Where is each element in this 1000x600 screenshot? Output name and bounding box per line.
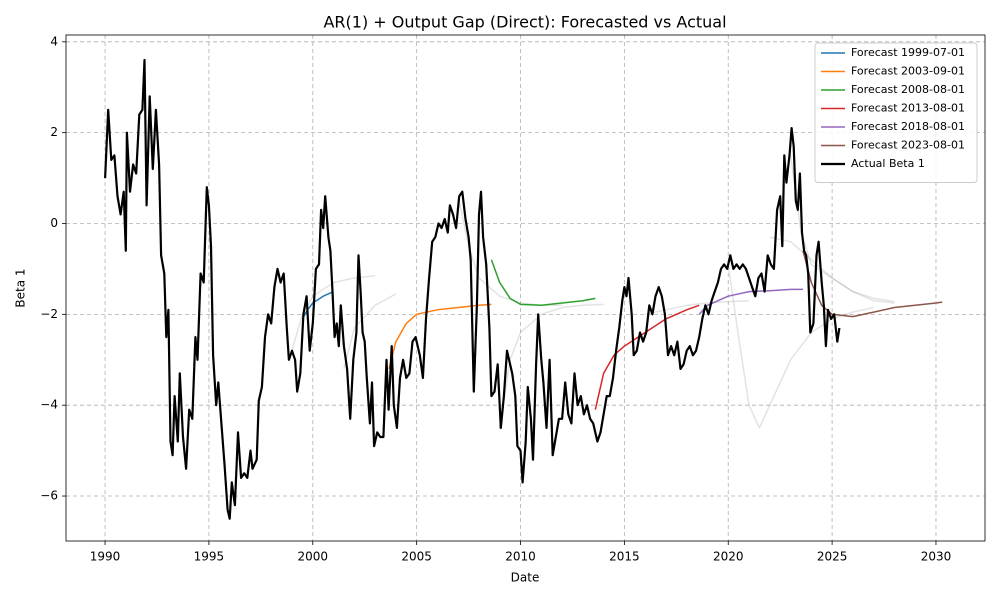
y-tick-label: 2: [50, 125, 58, 139]
y-tick-label: 0: [50, 216, 58, 230]
x-tick-label: 1990: [90, 550, 121, 564]
legend-label: Forecast 2018-08-01: [851, 120, 965, 133]
legend-label: Actual Beta 1: [851, 157, 925, 170]
x-tick-label: 2000: [298, 550, 329, 564]
x-axis-label: Date: [511, 571, 540, 585]
y-tick-label: −6: [40, 489, 58, 503]
chart-title: AR(1) + Output Gap (Direct): Forecasted …: [323, 13, 726, 32]
legend-label: Forecast 2013-08-01: [851, 102, 965, 115]
series-line: [769, 236, 895, 303]
plot-frame: [65, 34, 986, 542]
y-axis-label: Beta 1: [14, 268, 28, 307]
x-tick-label: 1995: [194, 550, 225, 564]
series-line: [343, 293, 397, 370]
series-line: [802, 250, 943, 318]
series-line: [645, 299, 750, 316]
x-tick-label: 2020: [713, 550, 744, 564]
legend-box: [814, 42, 978, 183]
x-tick-label: 2025: [817, 550, 848, 564]
legend-label: Forecast 2008-08-01: [851, 83, 965, 96]
y-tick-label: −4: [40, 398, 58, 412]
x-tick-label: 2030: [921, 550, 952, 564]
x-tick-label: 2015: [609, 550, 640, 564]
legend-label: Forecast 2023-08-01: [851, 139, 965, 152]
series-line: [594, 304, 700, 410]
series-line: [490, 259, 596, 307]
y-tick-label: 4: [50, 34, 58, 48]
legend-label: Forecast 2003-09-01: [851, 65, 965, 78]
plot-area: [104, 58, 943, 520]
x-tick-label: 2010: [505, 550, 536, 564]
series-line: [301, 290, 334, 320]
x-tick-label: 2005: [401, 550, 432, 564]
series-line: [698, 288, 803, 315]
series-line: [104, 58, 841, 520]
legend-label: Forecast 1999-07-01: [851, 46, 965, 59]
y-tick-label: −2: [40, 307, 58, 321]
